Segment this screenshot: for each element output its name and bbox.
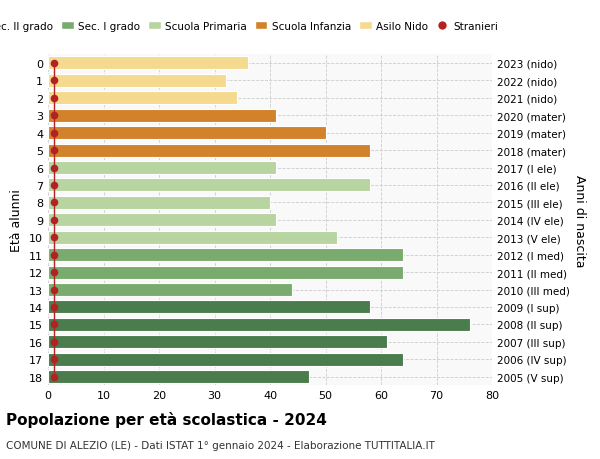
Point <box>49 147 58 154</box>
Point <box>49 234 58 241</box>
Point <box>49 321 58 328</box>
Point <box>49 112 58 120</box>
Bar <box>48 144 370 157</box>
Bar <box>48 318 470 331</box>
Point <box>49 130 58 137</box>
Y-axis label: Età alunni: Età alunni <box>10 189 23 252</box>
Point <box>49 217 58 224</box>
Text: Popolazione per età scolastica - 2024: Popolazione per età scolastica - 2024 <box>6 411 327 427</box>
Bar <box>48 75 226 88</box>
Point <box>49 60 58 67</box>
Point <box>49 199 58 207</box>
Point <box>49 164 58 172</box>
Point <box>49 303 58 311</box>
Legend: Sec. II grado, Sec. I grado, Scuola Primaria, Scuola Infanzia, Asilo Nido, Stran: Sec. II grado, Sec. I grado, Scuola Prim… <box>0 17 502 36</box>
Bar <box>48 57 248 70</box>
Point <box>49 373 58 381</box>
Point <box>49 252 58 259</box>
Point <box>49 356 58 363</box>
Bar <box>48 336 386 348</box>
Point <box>49 78 58 85</box>
Bar <box>48 179 370 192</box>
Bar <box>48 353 403 366</box>
Bar <box>48 283 292 297</box>
Y-axis label: Anni di nascita: Anni di nascita <box>574 174 586 267</box>
Bar <box>48 301 370 314</box>
Point <box>49 338 58 346</box>
Bar <box>48 127 325 140</box>
Bar <box>48 249 403 262</box>
Point <box>49 95 58 102</box>
Bar <box>48 92 236 105</box>
Point <box>49 269 58 276</box>
Bar <box>48 231 337 244</box>
Bar <box>48 109 275 123</box>
Text: COMUNE DI ALEZIO (LE) - Dati ISTAT 1° gennaio 2024 - Elaborazione TUTTITALIA.IT: COMUNE DI ALEZIO (LE) - Dati ISTAT 1° ge… <box>6 440 435 450</box>
Bar <box>48 196 270 209</box>
Point <box>49 286 58 294</box>
Bar <box>48 214 275 227</box>
Point <box>49 182 58 189</box>
Bar <box>48 266 403 279</box>
Bar <box>48 162 275 175</box>
Bar <box>48 370 309 383</box>
